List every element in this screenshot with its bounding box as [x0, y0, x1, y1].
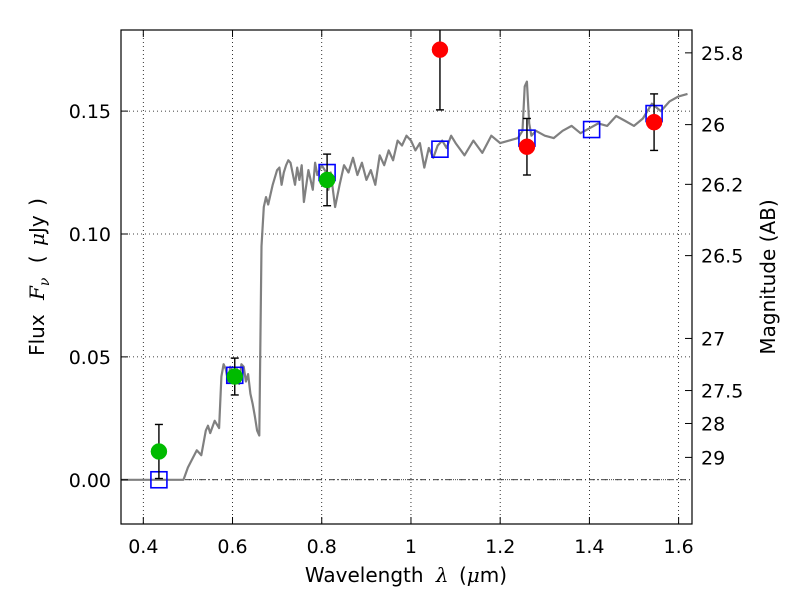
- model-flux-square: [582, 120, 601, 139]
- x-tick-label: 1.6: [664, 536, 694, 558]
- right-axis-label: Magnitude (AB): [756, 199, 780, 354]
- red-data-point: [431, 41, 449, 58]
- model-flux-square: [431, 140, 449, 158]
- x-tick-label: 1.2: [485, 536, 515, 558]
- y-tick-label: 0.00: [69, 470, 111, 492]
- x-tick-label: 0.8: [307, 536, 337, 558]
- right-axis-tick-label: 29: [701, 447, 725, 469]
- right-axis-tick-label: 26: [701, 115, 725, 137]
- y-tick-label: 0.05: [69, 347, 111, 369]
- right-axis-tick-label: 26.2: [701, 174, 743, 196]
- y-tick-label: 0.10: [69, 224, 111, 246]
- y-tick-label: 0.15: [69, 101, 111, 123]
- x-axis-label: Wavelength λ (μm): [305, 563, 507, 587]
- x-tick-label: 1: [405, 536, 417, 558]
- red-data-point: [518, 138, 536, 155]
- y-axis-label: Flux Fν ( μJy ): [25, 198, 54, 356]
- x-tick-label: 1.4: [574, 536, 604, 558]
- right-axis-tick-label: 25.8: [701, 43, 743, 65]
- plot-frame: [120, 29, 693, 525]
- series-layer: [121, 30, 688, 489]
- green-data-point: [150, 443, 168, 460]
- ticks: 0.4 0.6 0.8 1 1.2 1.4 1.6 0.00 0.05 0.10 0.15 25.8 2…: [69, 30, 743, 558]
- right-axis-tick-label: 26.5: [701, 246, 743, 268]
- right-axis-tick-label: 27: [701, 328, 725, 350]
- red-data-point: [645, 113, 663, 131]
- green-data-point: [226, 368, 244, 385]
- right-axis-tick-label: 27.5: [701, 381, 743, 403]
- x-tick-label: 0.4: [128, 536, 158, 558]
- x-tick-label: 0.6: [217, 536, 247, 558]
- green-data-point: [318, 171, 336, 189]
- right-axis-tick-label: 28: [701, 413, 725, 435]
